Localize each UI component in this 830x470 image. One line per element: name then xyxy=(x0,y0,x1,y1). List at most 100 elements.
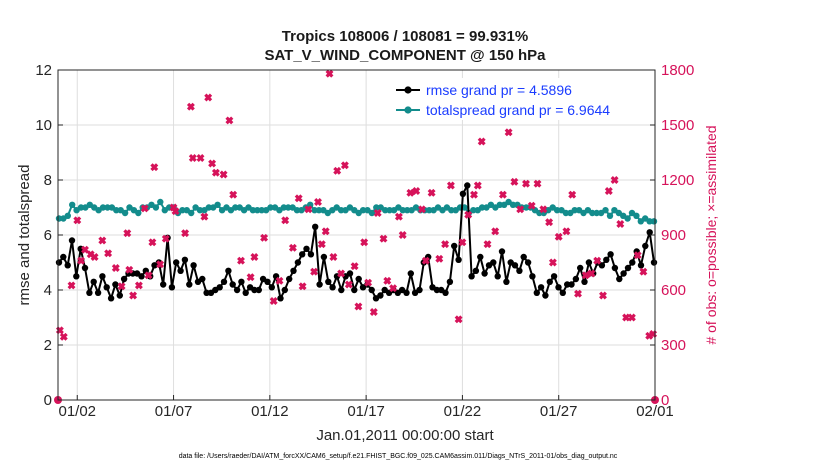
rmse-point xyxy=(316,281,323,288)
obs-assimilated-point xyxy=(59,332,68,341)
right-tick-label: 300 xyxy=(661,337,686,354)
spread-point xyxy=(99,204,107,211)
legend-rmse-marker xyxy=(404,86,412,94)
obs-assimilated-point xyxy=(454,315,463,324)
spread-point xyxy=(624,215,631,222)
rmse-point xyxy=(616,275,623,283)
spread-point xyxy=(602,207,609,214)
spread-point xyxy=(214,201,221,208)
rmse-point xyxy=(459,190,467,197)
rmse-point xyxy=(68,237,76,244)
obs-assimilated-point xyxy=(427,188,436,197)
obs-assimilated-point xyxy=(208,159,217,168)
obs-assimilated-point xyxy=(470,190,478,199)
left-tick-label: 2 xyxy=(44,337,52,354)
rmse-point xyxy=(320,253,328,261)
obs-assimilated-point xyxy=(129,291,138,300)
rmse-point xyxy=(368,286,375,294)
spread-point xyxy=(448,207,455,214)
rmse-point xyxy=(203,289,210,296)
rmse-point xyxy=(464,182,471,189)
rmse-point xyxy=(168,284,176,291)
obs-assimilated-point xyxy=(73,216,82,225)
rmse-point xyxy=(607,251,614,258)
rmse-point xyxy=(524,259,532,266)
rmse-series xyxy=(55,182,658,302)
obs-assimilated-point xyxy=(593,256,602,265)
rmse-point xyxy=(255,286,262,294)
spread-point xyxy=(293,207,301,214)
rmse-point xyxy=(338,286,345,294)
x-tick-label: 01/22 xyxy=(444,403,482,420)
obs-assimilated-point xyxy=(298,282,307,291)
obs-assimilated-point xyxy=(321,227,330,236)
spread-point xyxy=(280,204,287,211)
rmse-point xyxy=(173,259,180,266)
data-file-footnote: data file: /Users/raeder/DAI/ATM_forcXX/… xyxy=(179,453,618,460)
obs-assimilated-point xyxy=(633,251,642,260)
obs-assimilated-point xyxy=(144,271,153,280)
rmse-point xyxy=(498,248,506,255)
rmse-point xyxy=(107,295,115,302)
spread-point xyxy=(258,207,265,214)
obs-assimilated-point xyxy=(325,69,334,78)
rmse-point xyxy=(186,281,193,288)
right-tick-label: 1200 xyxy=(661,172,694,189)
obs-assimilated-point xyxy=(98,236,107,245)
chart-title-line2: SAT_V_WIND_COMPONENT @ 150 hPa xyxy=(264,47,546,64)
obs-assimilated-point xyxy=(117,282,126,291)
obs-assimilated-series xyxy=(54,69,659,404)
obs-assimilated-point xyxy=(545,218,554,227)
rmse-point xyxy=(286,275,293,283)
spread-point xyxy=(157,198,164,206)
rmse-point xyxy=(81,264,89,272)
obs-assimilated-point xyxy=(171,207,180,216)
rmse-point xyxy=(329,284,336,291)
rmse-point xyxy=(290,267,297,274)
x-axis-label: Jan.01,2011 00:00:00 start xyxy=(316,427,494,444)
obs-assimilated-point xyxy=(446,181,455,190)
rmse-point xyxy=(650,259,658,266)
rmse-point xyxy=(325,278,332,285)
rmse-point xyxy=(550,273,558,280)
obs-assimilated-point xyxy=(150,163,159,172)
rmse-point xyxy=(199,275,206,283)
right-tick-label: 1800 xyxy=(661,62,694,79)
rmse-point xyxy=(533,289,540,296)
rmse-point xyxy=(220,278,228,285)
rmse-point xyxy=(624,264,632,272)
rmse-point xyxy=(281,286,288,294)
obs-assimilated-point xyxy=(200,212,209,221)
spread-point xyxy=(509,201,517,208)
rmse-point xyxy=(216,284,223,291)
obs-assimilated-point xyxy=(491,227,500,236)
rmse-point xyxy=(268,284,275,291)
rmse-point xyxy=(490,259,497,266)
rmse-point xyxy=(60,253,67,261)
obs-assimilated-point xyxy=(81,245,89,254)
obs-assimilated-point xyxy=(622,313,631,322)
obs-assimilated-point xyxy=(281,216,290,225)
spread-point xyxy=(196,207,204,214)
spread-point xyxy=(135,209,142,217)
obs-assimilated-point xyxy=(134,281,143,290)
obs-assimilated-point xyxy=(498,190,507,199)
rmse-point xyxy=(468,273,475,280)
obs-assimilated-point xyxy=(379,234,388,243)
rmse-point xyxy=(477,253,484,261)
obs-assimilated-point xyxy=(188,154,197,162)
obs-assimilated-point xyxy=(562,227,571,236)
spread-point xyxy=(77,204,85,211)
spread-point xyxy=(337,207,345,214)
spread-point xyxy=(373,204,380,211)
rmse-point xyxy=(112,281,119,288)
rmse-point xyxy=(455,256,462,263)
rmse-point xyxy=(472,267,480,274)
chart-title-line1: Tropics 108006 / 108081 = 99.931% xyxy=(282,28,528,45)
rmse-point xyxy=(177,267,184,274)
rmse-point xyxy=(546,278,553,285)
rmse-point xyxy=(64,262,71,269)
spread-point xyxy=(426,207,433,214)
obs-assimilated-point xyxy=(269,297,278,305)
obs-assimilated-point xyxy=(55,326,64,335)
